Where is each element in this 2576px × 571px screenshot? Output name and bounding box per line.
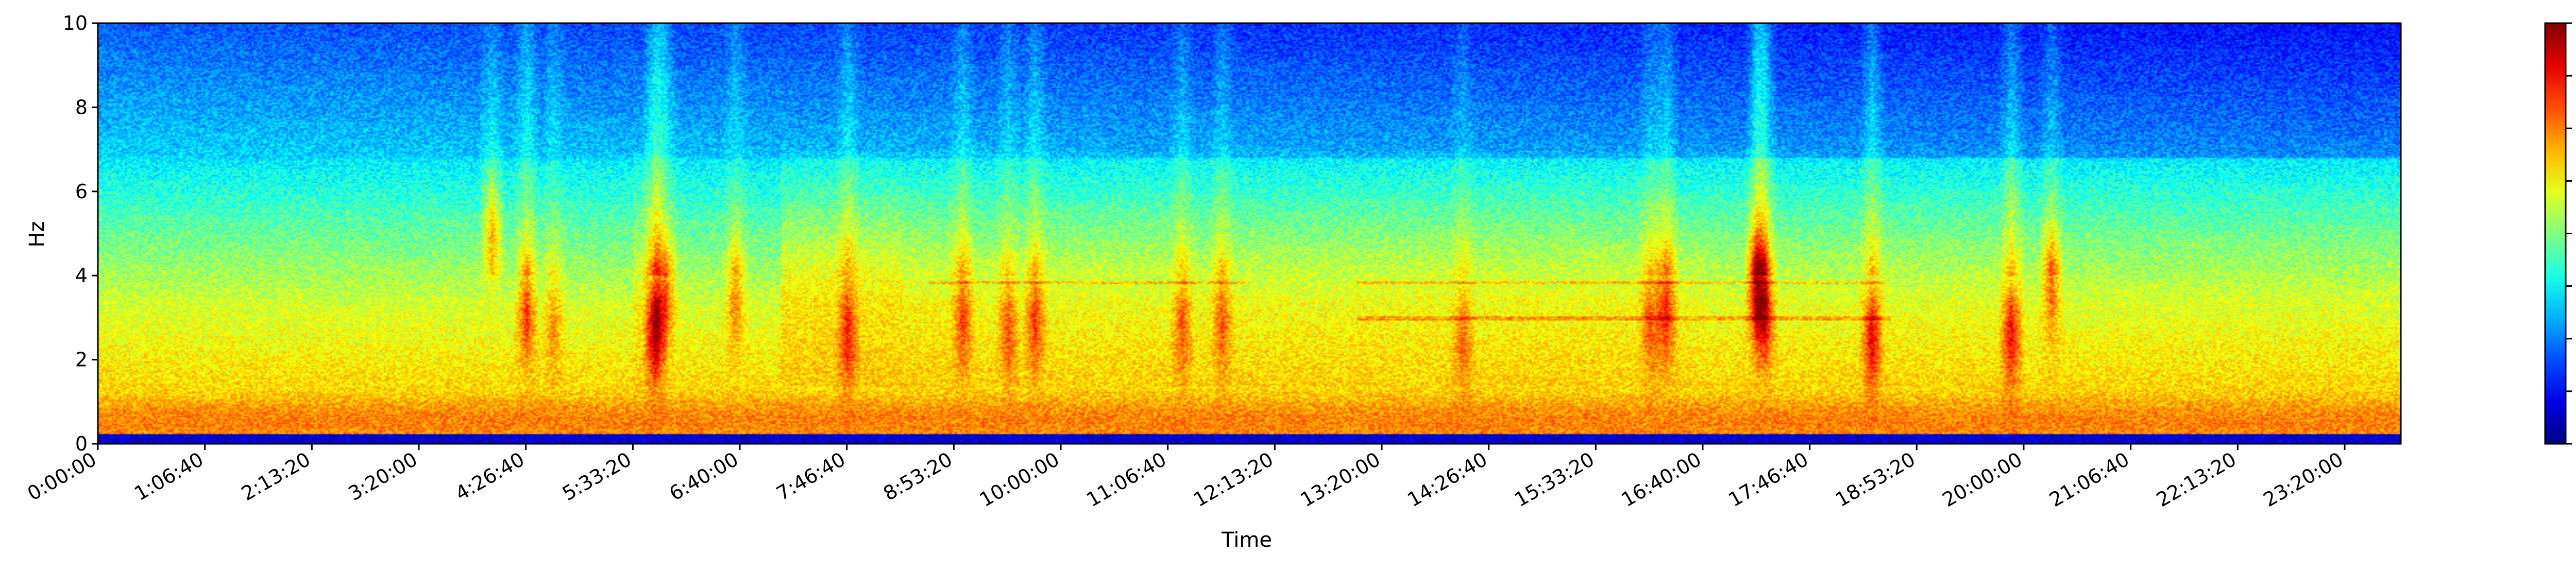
x-tick-label: 3:20:00 — [345, 448, 421, 505]
spectrogram-image — [98, 23, 2401, 444]
y-tick-label: 0 — [75, 432, 88, 455]
x-tick-label: 4:26:40 — [451, 448, 528, 505]
y-tick-label: 10 — [63, 12, 88, 34]
x-tick-label: 23:20:00 — [2260, 448, 2347, 511]
x-tick-label: 22:13:20 — [2153, 448, 2240, 511]
x-tick-label: 17:46:40 — [1724, 448, 1812, 511]
plot-frame — [97, 22, 2402, 445]
y-tick-label: 6 — [75, 180, 88, 203]
x-tick-label: 11:06:40 — [1082, 448, 1170, 511]
x-tick-label: 2:13:20 — [238, 448, 314, 505]
x-tick-label: 15:33:20 — [1511, 448, 1598, 511]
y-tick-label: 8 — [75, 96, 88, 118]
y-axis-label: Hz — [25, 221, 49, 247]
x-tick-label: 7:46:40 — [772, 448, 849, 505]
x-tick-label: 18:53:20 — [1832, 448, 1919, 511]
x-tick-label: 14:26:40 — [1403, 448, 1491, 511]
x-tick-label: 1:06:40 — [130, 448, 207, 505]
x-tick-label: 6:40:00 — [666, 448, 742, 505]
y-tick-label: 2 — [75, 349, 88, 371]
x-tick-label: 12:13:20 — [1190, 448, 1277, 511]
x-tick-label: 21:06:40 — [2045, 448, 2133, 511]
y-tick-label: 4 — [75, 264, 88, 287]
x-tick-label: 13:20:00 — [1297, 448, 1384, 511]
x-tick-label: 20:00:00 — [1939, 448, 2026, 511]
x-tick-label: 8:53:20 — [879, 448, 956, 505]
x-tick-label: 10:00:00 — [976, 448, 1063, 511]
x-tick-label: 5:33:20 — [558, 448, 635, 505]
colorbar — [2544, 22, 2567, 445]
x-tick-label: 16:40:00 — [1618, 448, 1705, 511]
x-axis-label: Time — [1221, 528, 1272, 552]
x-tick-label: 0:00:00 — [24, 448, 100, 505]
